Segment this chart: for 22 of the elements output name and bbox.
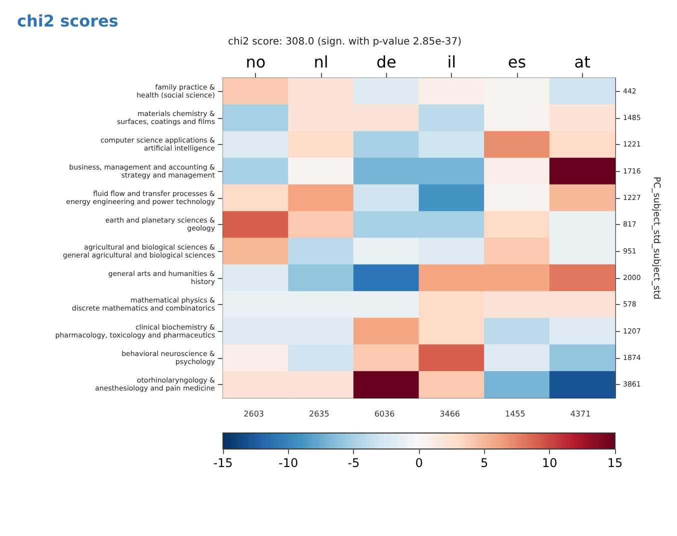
color-bar-label: -5 <box>348 456 360 470</box>
color-bar-label: 0 <box>415 456 423 470</box>
color-bar-label: -10 <box>278 456 298 470</box>
text: 2603 <box>244 410 264 418</box>
text: 3466 <box>440 410 460 418</box>
text: chi2 scores <box>17 12 118 30</box>
color-bar-label: 5 <box>480 456 488 470</box>
chart-subtitle: chi2 score: 308.0 (sign. with p-value 2.85e-37) <box>228 36 462 48</box>
x-tick-label: no <box>246 52 266 72</box>
text: 4371 <box>570 410 591 418</box>
color-bar-label: 15 <box>607 456 623 470</box>
text: 2635 <box>309 410 330 418</box>
x-tick-label: il <box>447 52 456 72</box>
text: 6036 <box>374 410 395 418</box>
y2-axis-title: PC_subject_std_subject_std <box>651 176 662 300</box>
x-tick-label: at <box>574 52 590 72</box>
color-bar-label: 10 <box>542 456 558 470</box>
x-tick-label: es <box>508 52 526 72</box>
x-tick-label: nl <box>314 52 328 72</box>
color-bar-label: -15 <box>213 456 233 470</box>
x-tick-label: de <box>376 52 396 72</box>
text: 1455 <box>505 410 526 418</box>
